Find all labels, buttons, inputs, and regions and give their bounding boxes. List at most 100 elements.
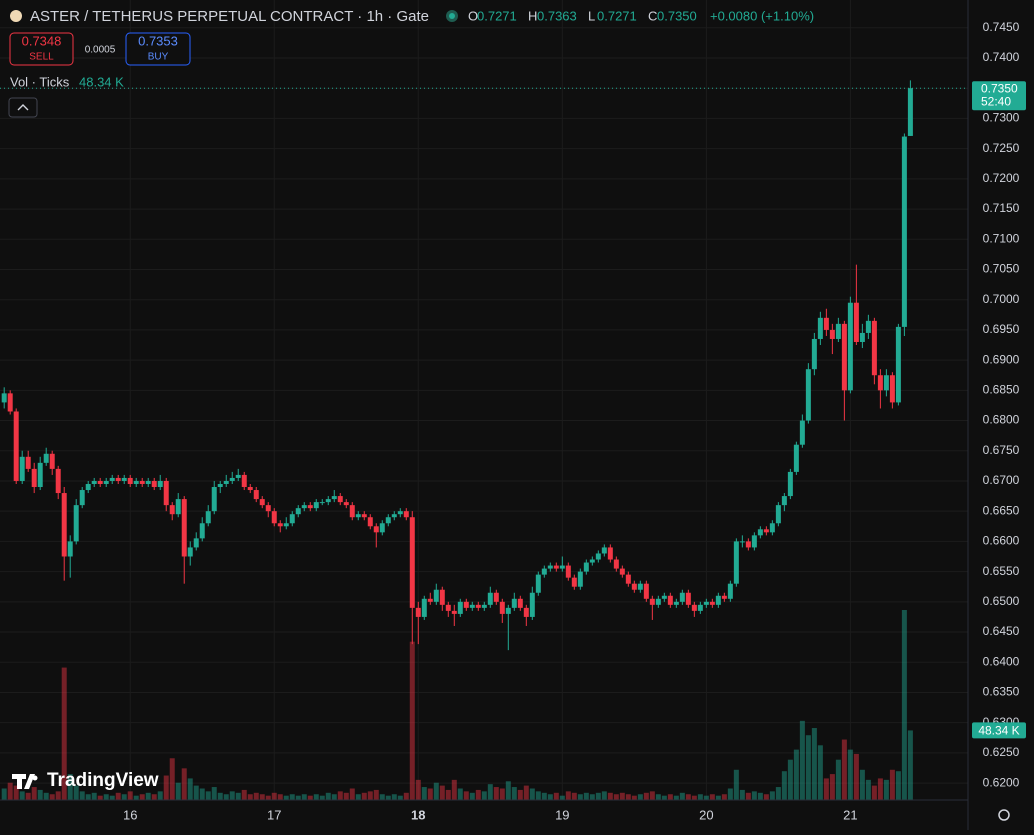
- candle-body: [31, 468, 37, 488]
- candle-body: [781, 496, 787, 506]
- volume-bar: [79, 791, 85, 800]
- candle-body: [127, 477, 133, 484]
- symbol-title[interactable]: ASTER / TETHERUS PERPETUAL CONTRACT · 1h…: [30, 8, 429, 25]
- ohlc-key: L: [588, 8, 595, 23]
- candle-body: [91, 480, 97, 484]
- ohlc-value: 0.7350: [657, 8, 697, 23]
- ohlc-legend: O0.7271 H 0.7363 L 0.7271 C 0.7350: [468, 8, 697, 23]
- candle-body: [841, 323, 847, 391]
- candle-body: [529, 592, 535, 617]
- ohlc-key: H: [528, 8, 537, 23]
- countdown: 52:40: [981, 94, 1011, 108]
- y-tick-label: 0.6550: [983, 564, 1020, 578]
- candle-body: [655, 598, 661, 605]
- volume-bar: [235, 792, 241, 800]
- candle-body: [151, 480, 157, 488]
- volume-bar: [61, 667, 67, 800]
- y-tick-label: 0.6500: [983, 594, 1020, 608]
- buy-button[interactable]: [125, 32, 191, 66]
- candle-body: [811, 338, 817, 370]
- settings-icon[interactable]: [998, 809, 1010, 821]
- change: +0.0080 (+1.10%): [710, 8, 814, 23]
- candle-body: [721, 595, 727, 599]
- volume-bar: [475, 789, 481, 800]
- sell-price: 0.7348: [22, 33, 62, 48]
- candle-body: [211, 487, 217, 512]
- candle-body: [709, 601, 715, 605]
- candle-body: [7, 393, 13, 412]
- sell-button[interactable]: [9, 32, 74, 66]
- candle-body: [439, 589, 445, 605]
- ohlc-key: C: [648, 8, 657, 23]
- candle-body: [607, 547, 613, 560]
- candle-body: [343, 502, 349, 506]
- candle-body: [541, 568, 547, 575]
- candle-body: [595, 553, 601, 560]
- volume-bar: [877, 778, 883, 800]
- candle-body: [361, 514, 367, 518]
- collapse-button[interactable]: [8, 97, 38, 118]
- y-tick-label: 0.6350: [983, 685, 1020, 699]
- volume-bar: [541, 792, 547, 800]
- candle-body: [451, 610, 457, 614]
- volume-bar: [775, 787, 781, 800]
- volume-bar: [559, 795, 565, 800]
- candle-body: [271, 511, 277, 524]
- candle-body: [199, 523, 205, 539]
- candle-body: [115, 477, 121, 481]
- volume-bar: [109, 795, 115, 800]
- volume-bar: [409, 641, 415, 800]
- candle-body: [493, 592, 499, 602]
- volume-bar: [661, 795, 667, 800]
- candle-body: [799, 420, 805, 445]
- volume-bar: [307, 795, 313, 800]
- volume-bar: [355, 794, 361, 800]
- candle-body: [889, 375, 895, 403]
- volume-bar: [121, 794, 127, 800]
- candle-body: [247, 487, 253, 491]
- x-tick-label: 19: [555, 807, 569, 822]
- volume-bar: [547, 794, 553, 800]
- y-tick-label: 0.7100: [983, 231, 1020, 245]
- volume-bar: [865, 779, 871, 800]
- candle-body: [577, 571, 583, 587]
- candle-body: [511, 598, 517, 608]
- candle-body: [295, 508, 301, 515]
- volume-bar: [157, 791, 163, 800]
- volume-bar: [313, 794, 319, 800]
- volume-bar: [487, 784, 493, 800]
- candle-body: [859, 332, 865, 342]
- axis-layer: 0.62000.62500.63000.63500.64000.64500.65…: [0, 20, 1026, 822]
- symbol-logo: [10, 10, 22, 22]
- candle-body: [703, 601, 709, 605]
- volume-bar: [817, 745, 823, 800]
- candle-body: [175, 499, 181, 515]
- volume-bar: [721, 794, 727, 800]
- candle-body: [79, 490, 85, 506]
- candle-body: [403, 511, 409, 518]
- candle-body: [283, 523, 289, 527]
- volume-bar: [187, 778, 193, 800]
- volume-bar: [139, 794, 145, 800]
- candle-body: [853, 302, 859, 342]
- candle-body: [157, 480, 163, 488]
- candle-body: [193, 538, 199, 548]
- candle-body: [223, 480, 229, 484]
- volume-badge: [972, 722, 1026, 739]
- candle-body: [385, 517, 391, 524]
- y-tick-label: 0.6850: [983, 383, 1020, 397]
- volume-bar: [763, 794, 769, 800]
- candle-body: [685, 592, 691, 605]
- volume-bar: [31, 787, 37, 800]
- volume-bar: [625, 794, 631, 800]
- branding[interactable]: TradingView: [47, 770, 159, 791]
- volume-bar: [847, 749, 853, 800]
- candle-body: [673, 601, 679, 605]
- volume-bar: [571, 792, 577, 800]
- volume-bar: [361, 792, 367, 800]
- candle-body: [379, 523, 385, 533]
- y-tick-label: 0.6450: [983, 624, 1020, 638]
- candle-body: [559, 565, 565, 569]
- candle-body: [355, 514, 361, 518]
